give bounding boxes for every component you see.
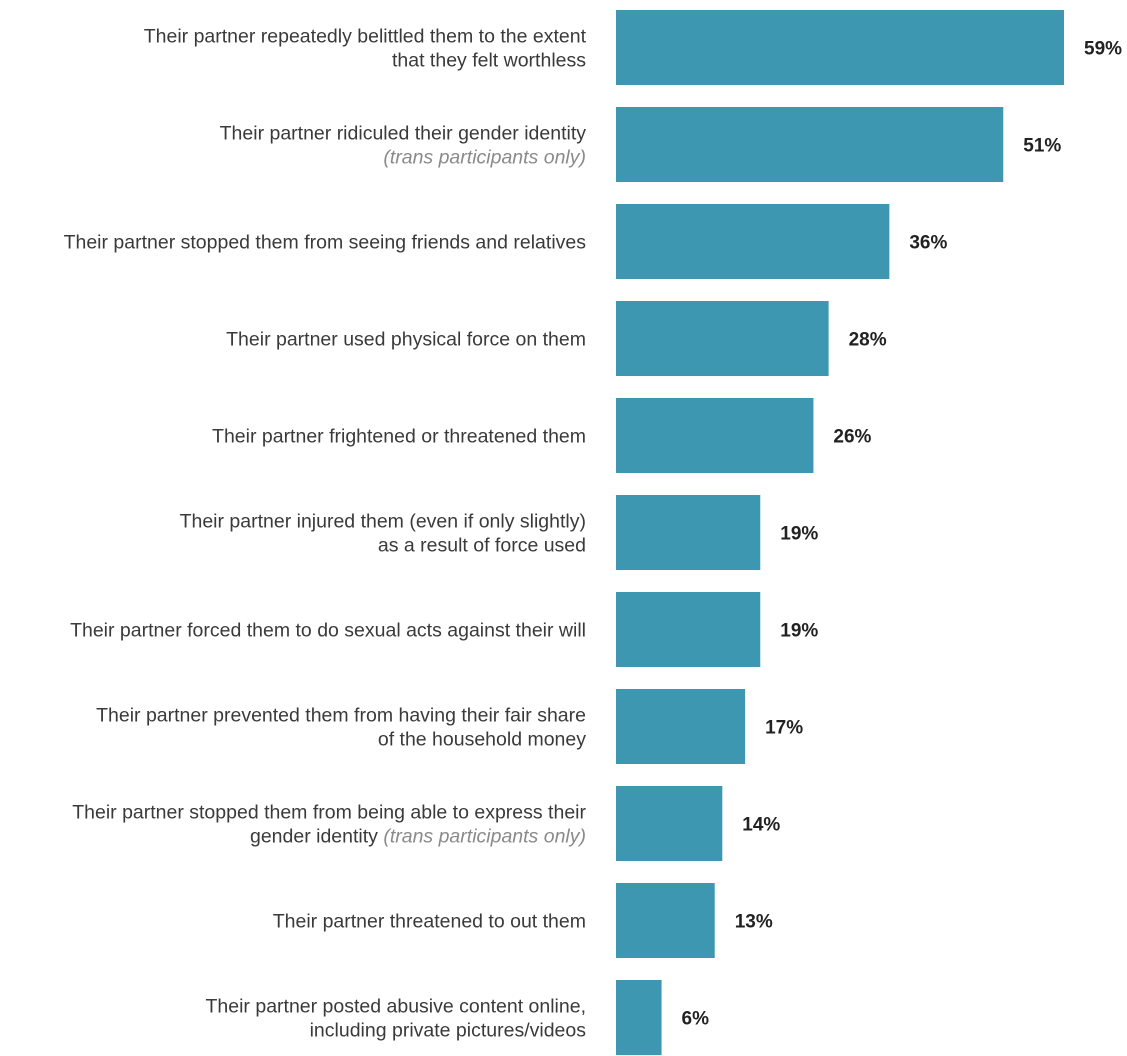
value-label: 19% — [780, 524, 818, 545]
value-label: 26% — [833, 427, 871, 448]
value-label: 51% — [1023, 136, 1061, 157]
category-label: Their partner threatened to out them — [273, 911, 586, 933]
category-note: (trans participants only) — [383, 147, 586, 169]
category-note: (trans participants only) — [383, 826, 586, 848]
bar — [616, 495, 761, 570]
bar — [616, 689, 746, 764]
category-text: Their partner posted abusive content onl… — [206, 996, 587, 1018]
category-text: Their partner frightened or threatened t… — [212, 426, 586, 448]
value-label: 14% — [742, 815, 780, 836]
category-text: Their partner stopped them from being ab… — [72, 802, 586, 824]
category-label: Their partner forced them to do sexual a… — [70, 620, 586, 642]
category-label: gender identity (trans participants only… — [250, 826, 586, 848]
category-label: Their partner stopped them from being ab… — [72, 802, 586, 824]
category-label: Their partner ridiculed their gender ide… — [220, 123, 587, 145]
bar — [616, 786, 723, 861]
bar — [616, 204, 890, 279]
category-label: Their partner used physical force on the… — [226, 329, 586, 351]
category-label: Their partner repeatedly belittled them … — [144, 26, 587, 48]
value-label: 28% — [849, 330, 887, 351]
category-text: including private pictures/videos — [310, 1020, 587, 1042]
value-label: 13% — [735, 912, 773, 933]
bar — [616, 883, 715, 958]
value-label: 17% — [765, 718, 803, 739]
category-label: Their partner frightened or threatened t… — [212, 426, 586, 448]
category-text: Their partner stopped them from seeing f… — [64, 232, 587, 254]
bar — [616, 107, 1004, 182]
category-text: Their partner injured them (even if only… — [180, 511, 586, 533]
category-label: that they felt worthless — [392, 50, 586, 72]
category-text: of the household money — [378, 729, 586, 751]
category-label: (trans participants only) — [383, 147, 586, 169]
bar — [616, 301, 829, 376]
bar — [616, 980, 662, 1055]
category-text: Their partner threatened to out them — [273, 911, 586, 933]
category-text: as a result of force used — [378, 535, 586, 557]
category-label: as a result of force used — [378, 535, 586, 557]
value-label: 36% — [909, 233, 947, 254]
category-label: Their partner prevented them from having… — [96, 705, 586, 727]
value-label: 59% — [1084, 39, 1122, 60]
bar — [616, 592, 761, 667]
bar — [616, 398, 814, 473]
category-text: that they felt worthless — [392, 50, 586, 72]
category-text: Their partner forced them to do sexual a… — [70, 620, 586, 642]
category-label: Their partner posted abusive content onl… — [206, 996, 587, 1018]
category-text: Their partner prevented them from having… — [96, 705, 586, 727]
category-text: Their partner ridiculed their gender ide… — [220, 123, 587, 145]
category-text: Their partner repeatedly belittled them … — [144, 26, 587, 48]
value-label: 6% — [682, 1009, 710, 1030]
category-label: of the household money — [378, 729, 586, 751]
bar — [616, 10, 1064, 85]
category-label: Their partner injured them (even if only… — [180, 511, 586, 533]
value-label: 19% — [780, 621, 818, 642]
category-text: Their partner used physical force on the… — [226, 329, 586, 351]
category-label: Their partner stopped them from seeing f… — [64, 232, 587, 254]
category-text: gender identity — [250, 826, 383, 848]
category-label: including private pictures/videos — [310, 1020, 587, 1042]
